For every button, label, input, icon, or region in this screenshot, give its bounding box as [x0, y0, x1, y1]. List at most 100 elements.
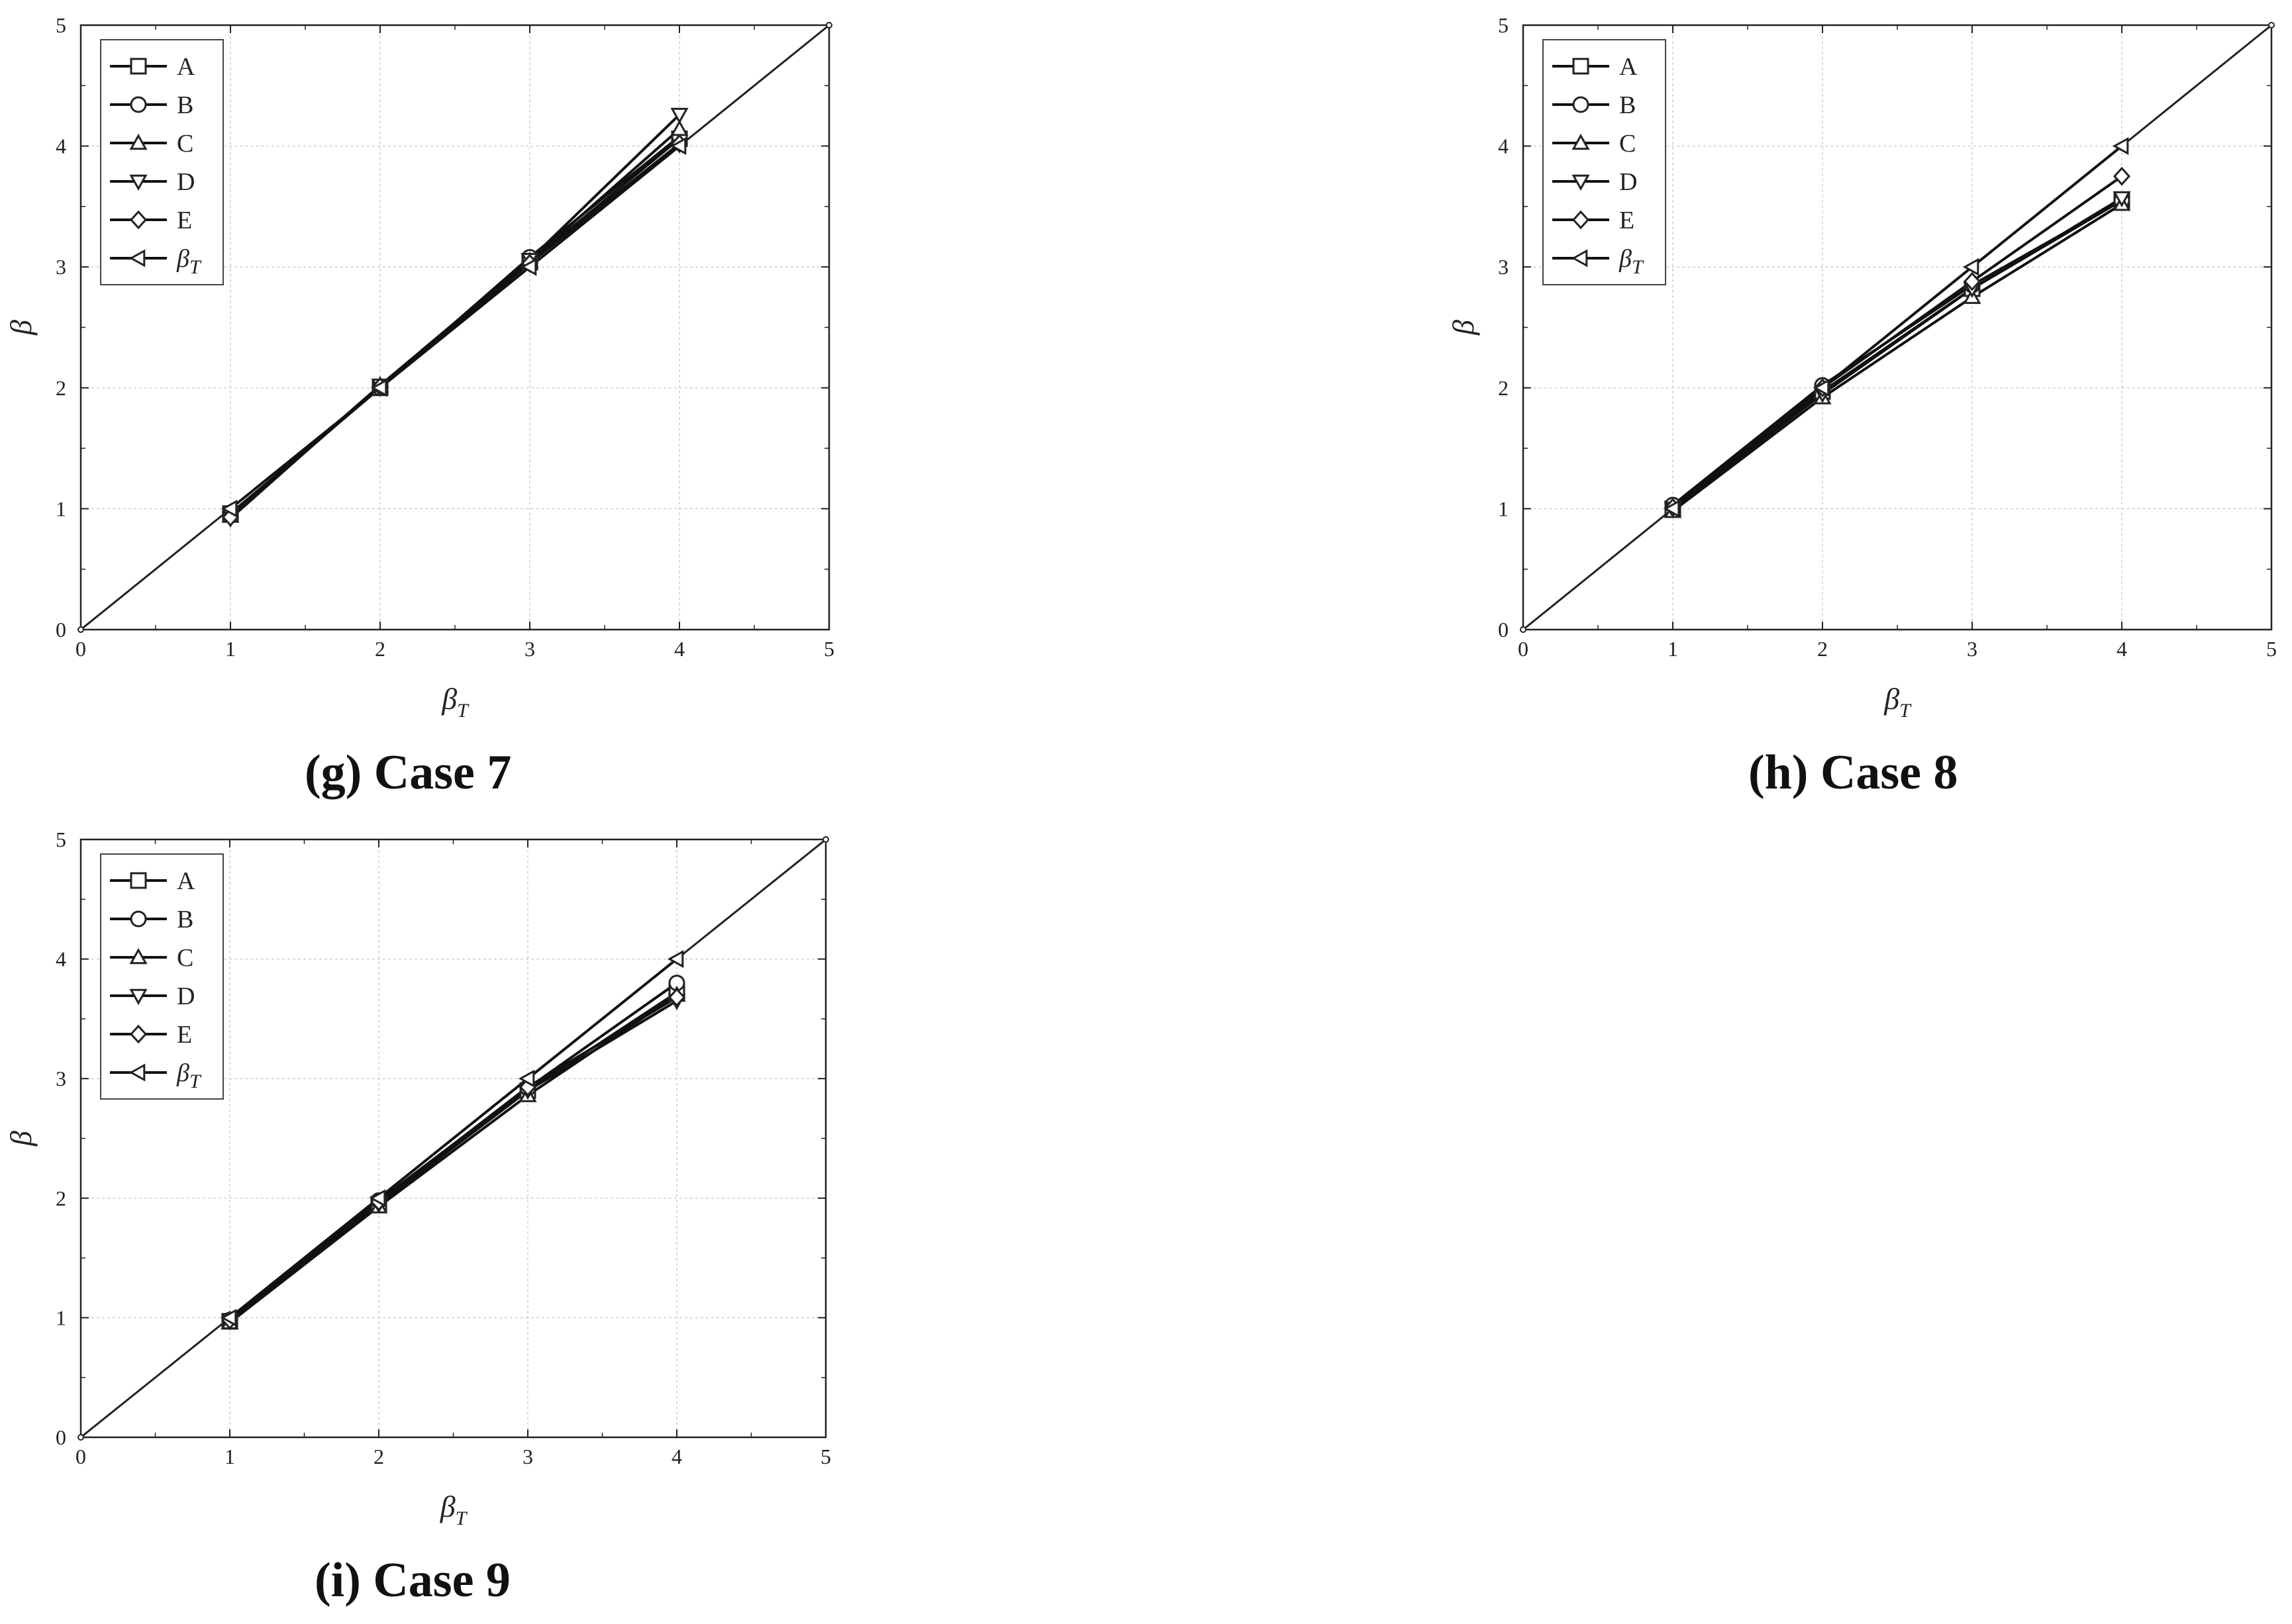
data-point-series-6 [220, 1308, 237, 1327]
y-tick-label: 1 [56, 1306, 66, 1329]
legend-marker-1 [1572, 58, 1589, 75]
data-point-series-6 [520, 258, 537, 276]
data-point-series-6 [670, 137, 687, 156]
legend-label-subscript: T [1632, 256, 1644, 278]
data-point-series-4 [2113, 191, 2131, 208]
legend-label-subscript: T [189, 1071, 202, 1092]
chart-caption-g: (g) Case 7 [305, 745, 512, 800]
x-tick-label: 4 [674, 637, 685, 661]
data-point-series-6 [1813, 379, 1830, 397]
legend-label-2: B [177, 91, 193, 119]
legend-label-5: E [177, 1021, 192, 1049]
legend-marker-3 [129, 947, 148, 965]
x-tick-label: 3 [1967, 637, 1977, 661]
y-tick-label: 0 [1498, 618, 1509, 642]
data-point-series-6 [370, 379, 387, 397]
legend-marker-4 [129, 174, 148, 191]
series-line-4 [1671, 197, 2123, 510]
legend-label-1: A [1619, 53, 1638, 81]
series-line-5 [229, 142, 681, 518]
chart-caption-h: (h) Case 8 [1748, 745, 1958, 800]
x-axis-label: βT [440, 1490, 468, 1529]
legend-box [1542, 39, 1666, 285]
legend-marker-2 [1572, 96, 1589, 113]
reference-line-end [822, 836, 829, 843]
y-tick-label: 3 [56, 255, 66, 279]
data-point-series-6 [518, 1069, 535, 1088]
x-tick-label: 1 [1668, 637, 1678, 661]
y-tick-label: 5 [56, 13, 66, 37]
y-tick-label: 4 [1498, 134, 1509, 158]
y-tick-label: 0 [56, 618, 66, 642]
data-point-series-6 [1962, 258, 1979, 276]
x-tick-label: 4 [672, 1445, 682, 1468]
x-tick-label: 1 [224, 1445, 235, 1468]
y-axis-label: β [4, 320, 38, 336]
legend-label-2: B [1619, 91, 1636, 119]
x-tick-label: 5 [2266, 637, 2277, 661]
legend-marker-5 [129, 210, 148, 230]
series-line-4 [228, 1000, 678, 1323]
x-tick-label: 2 [1817, 637, 1828, 661]
x-tick-label: 0 [75, 1445, 86, 1468]
data-point-series-5 [1963, 271, 1981, 291]
legend-label-2: B [177, 906, 193, 933]
y-tick-label: 2 [56, 376, 66, 400]
data-point-series-6 [1663, 499, 1680, 518]
y-tick-label: 5 [56, 828, 66, 851]
legend-label-3: C [1619, 130, 1636, 158]
legend-box [100, 853, 224, 1100]
legend-label-5: E [177, 207, 192, 234]
data-point-series-6 [221, 499, 238, 518]
y-tick-label: 0 [56, 1425, 66, 1449]
reference-line-end [2268, 22, 2275, 28]
x-tick-label: 2 [374, 1445, 384, 1468]
legend-label-3: C [177, 130, 193, 158]
reference-line-start [1520, 626, 1526, 633]
legend-label-1: A [177, 867, 195, 895]
series-line-6 [229, 145, 681, 510]
legend-marker-2 [130, 96, 147, 113]
reference-line-start [77, 1434, 84, 1441]
y-tick-label: 3 [1498, 255, 1509, 279]
data-point-series-6 [667, 950, 684, 969]
reference-line-start [77, 626, 84, 633]
x-axis-label-subscript: T [457, 700, 470, 722]
y-tick-label: 4 [56, 134, 66, 158]
legend-marker-6 [1571, 249, 1588, 267]
series-line-6 [228, 958, 678, 1319]
y-tick-label: 1 [56, 497, 66, 520]
legend-label-4: D [1619, 168, 1637, 196]
legend-marker-6 [128, 1063, 146, 1082]
legend-marker-6 [128, 249, 146, 267]
x-tick-label: 5 [824, 637, 834, 661]
data-point-series-6 [369, 1189, 386, 1208]
x-tick-label: 0 [1518, 637, 1528, 661]
x-tick-label: 0 [75, 637, 86, 661]
legend-marker-4 [129, 988, 148, 1006]
x-tick-label: 3 [523, 1445, 533, 1468]
legend-label-5: E [1619, 207, 1634, 234]
legend-marker-4 [1571, 174, 1590, 191]
y-tick-label: 5 [1498, 13, 1509, 37]
legend-marker-2 [130, 910, 147, 928]
x-tick-label: 4 [2117, 637, 2127, 661]
legend-marker-1 [130, 58, 147, 75]
legend-marker-5 [129, 1024, 148, 1044]
x-axis-label: βT [1883, 682, 1912, 722]
legend-label-4: D [177, 168, 195, 196]
series-line-5 [228, 996, 678, 1321]
reference-line-end [826, 22, 832, 28]
series-line-3 [228, 994, 678, 1324]
data-point-series-5 [2113, 166, 2131, 186]
x-axis-label: βT [441, 682, 470, 722]
y-tick-label: 1 [1498, 497, 1509, 520]
data-point-series-6 [2112, 137, 2129, 156]
x-axis-label-subscript: T [456, 1507, 468, 1529]
series-line-3 [1671, 203, 2123, 512]
